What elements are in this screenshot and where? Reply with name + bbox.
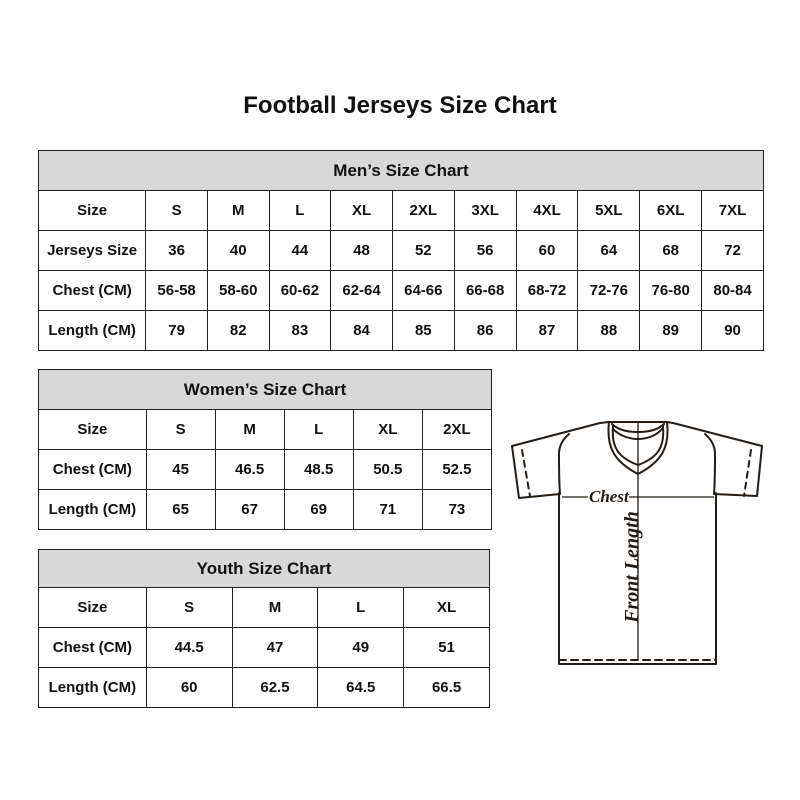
svg-text:Chest: Chest [589, 487, 630, 506]
svg-text:Front Length: Front Length [621, 511, 643, 624]
